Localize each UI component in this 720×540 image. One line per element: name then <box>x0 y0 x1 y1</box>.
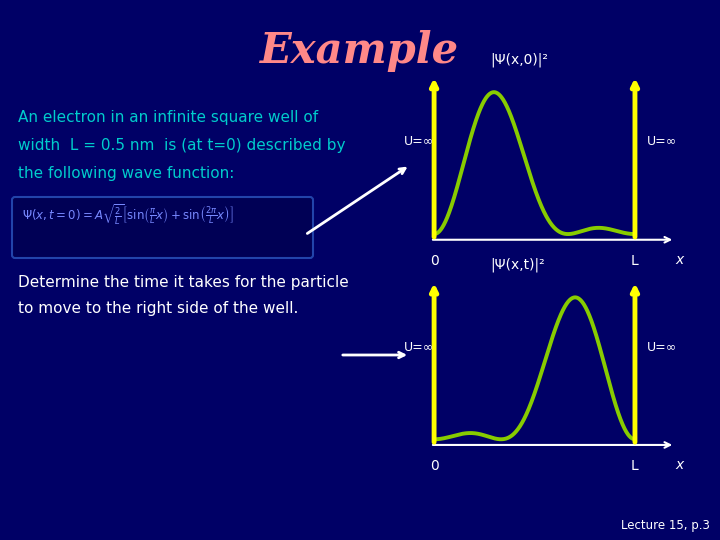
Text: the following wave function:: the following wave function: <box>18 166 235 181</box>
Text: Determine the time it takes for the particle: Determine the time it takes for the part… <box>18 275 348 290</box>
Text: Example: Example <box>261 30 459 72</box>
Text: U=∞: U=∞ <box>647 341 677 354</box>
Text: |Ψ(x,t)|²: |Ψ(x,t)|² <box>490 258 545 272</box>
Text: to move to the right side of the well.: to move to the right side of the well. <box>18 301 298 316</box>
Text: $\Psi(x,t=0)=A\sqrt{\frac{2}{L}}\left[\sin\!\left(\frac{\pi}{L}x\right)+\sin\!\l: $\Psi(x,t=0)=A\sqrt{\frac{2}{L}}\left[\s… <box>22 203 234 227</box>
Text: L: L <box>631 254 639 268</box>
Text: x: x <box>675 458 683 472</box>
Text: U=∞: U=∞ <box>404 136 434 148</box>
FancyBboxPatch shape <box>12 197 313 258</box>
Text: x: x <box>675 253 683 267</box>
Text: |Ψ(x,0)|²: |Ψ(x,0)|² <box>490 52 548 66</box>
Text: L: L <box>631 459 639 473</box>
Text: 0: 0 <box>430 459 438 473</box>
Text: An electron in an infinite square well of: An electron in an infinite square well o… <box>18 110 318 125</box>
Text: Lecture 15, p.3: Lecture 15, p.3 <box>621 519 710 532</box>
Text: U=∞: U=∞ <box>647 136 677 148</box>
Text: width  L = 0.5 nm  is (at t=0) described by: width L = 0.5 nm is (at t=0) described b… <box>18 138 346 153</box>
Text: U=∞: U=∞ <box>404 341 434 354</box>
Text: 0: 0 <box>430 254 438 268</box>
